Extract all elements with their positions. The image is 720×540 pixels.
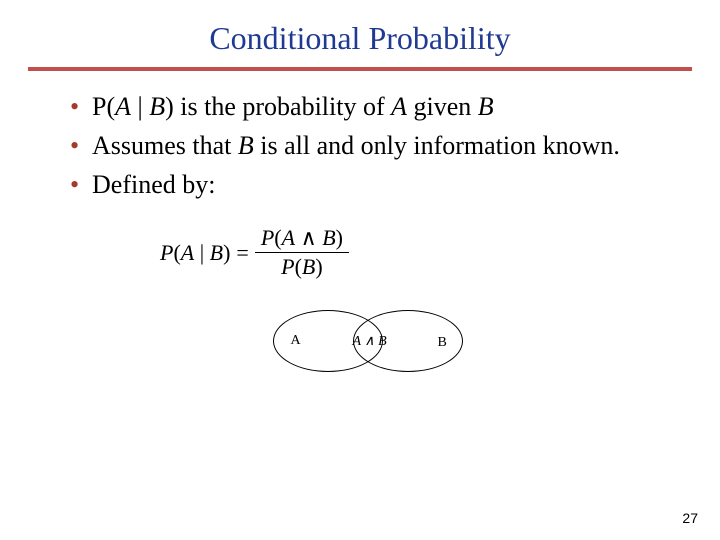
bullet-3: Defined by:	[70, 167, 665, 202]
bullet-1: P(A | B) is the probability of A given B	[70, 89, 665, 124]
numerator: P(A ∧ B)	[255, 224, 349, 252]
var-b: B	[238, 131, 254, 160]
p: P	[281, 254, 294, 279]
var-b: B	[210, 240, 223, 265]
text: given	[407, 92, 478, 121]
var-b: B	[149, 92, 165, 121]
paren: )	[315, 254, 322, 279]
venn-label-intersection: A ∧ B	[353, 333, 387, 350]
var-a: A	[391, 92, 407, 121]
bullet-2: Assumes that B is all and only informati…	[70, 128, 665, 163]
var-b: B	[322, 225, 335, 250]
page-number: 27	[682, 510, 698, 526]
var-a: A	[181, 240, 194, 265]
venn-diagram-region: A A ∧ B B	[70, 301, 665, 381]
venn-label-a: A	[291, 333, 301, 349]
paren: (	[173, 240, 180, 265]
slide-title: Conditional Probability	[0, 0, 720, 67]
p: P	[261, 225, 274, 250]
var-a: A	[115, 92, 131, 121]
equals: =	[236, 240, 248, 266]
var-b: B	[302, 254, 315, 279]
text: |	[131, 92, 149, 121]
denominator: P(B)	[275, 253, 329, 281]
conditional-probability-formula: P(A | B) = P(A ∧ B) P(B)	[160, 224, 349, 281]
venn-diagram: A A ∧ B B	[243, 301, 493, 381]
venn-label-b: B	[438, 335, 447, 351]
text: Assumes that	[92, 131, 238, 160]
p: P	[160, 240, 173, 265]
paren: )	[336, 225, 343, 250]
var-a: A	[353, 334, 361, 349]
var-a: A	[282, 225, 295, 250]
text: Defined by:	[92, 170, 215, 199]
formula-region: P(A | B) = P(A ∧ B) P(B)	[70, 224, 665, 281]
title-underline	[28, 67, 692, 71]
fraction: P(A ∧ B) P(B)	[255, 224, 349, 281]
paren: )	[223, 240, 230, 265]
text: P(	[92, 92, 115, 121]
and: ∧	[295, 225, 322, 250]
text: is all and only information known.	[254, 131, 620, 160]
var-b: B	[378, 334, 387, 349]
paren: (	[274, 225, 281, 250]
slide-body: P(A | B) is the probability of A given B…	[0, 89, 720, 381]
lhs: P(A | B)	[160, 240, 230, 266]
bar: |	[194, 240, 209, 265]
and: ∧	[361, 334, 378, 349]
text: ) is the probability of	[165, 92, 391, 121]
paren: (	[295, 254, 302, 279]
var-b: B	[478, 92, 494, 121]
